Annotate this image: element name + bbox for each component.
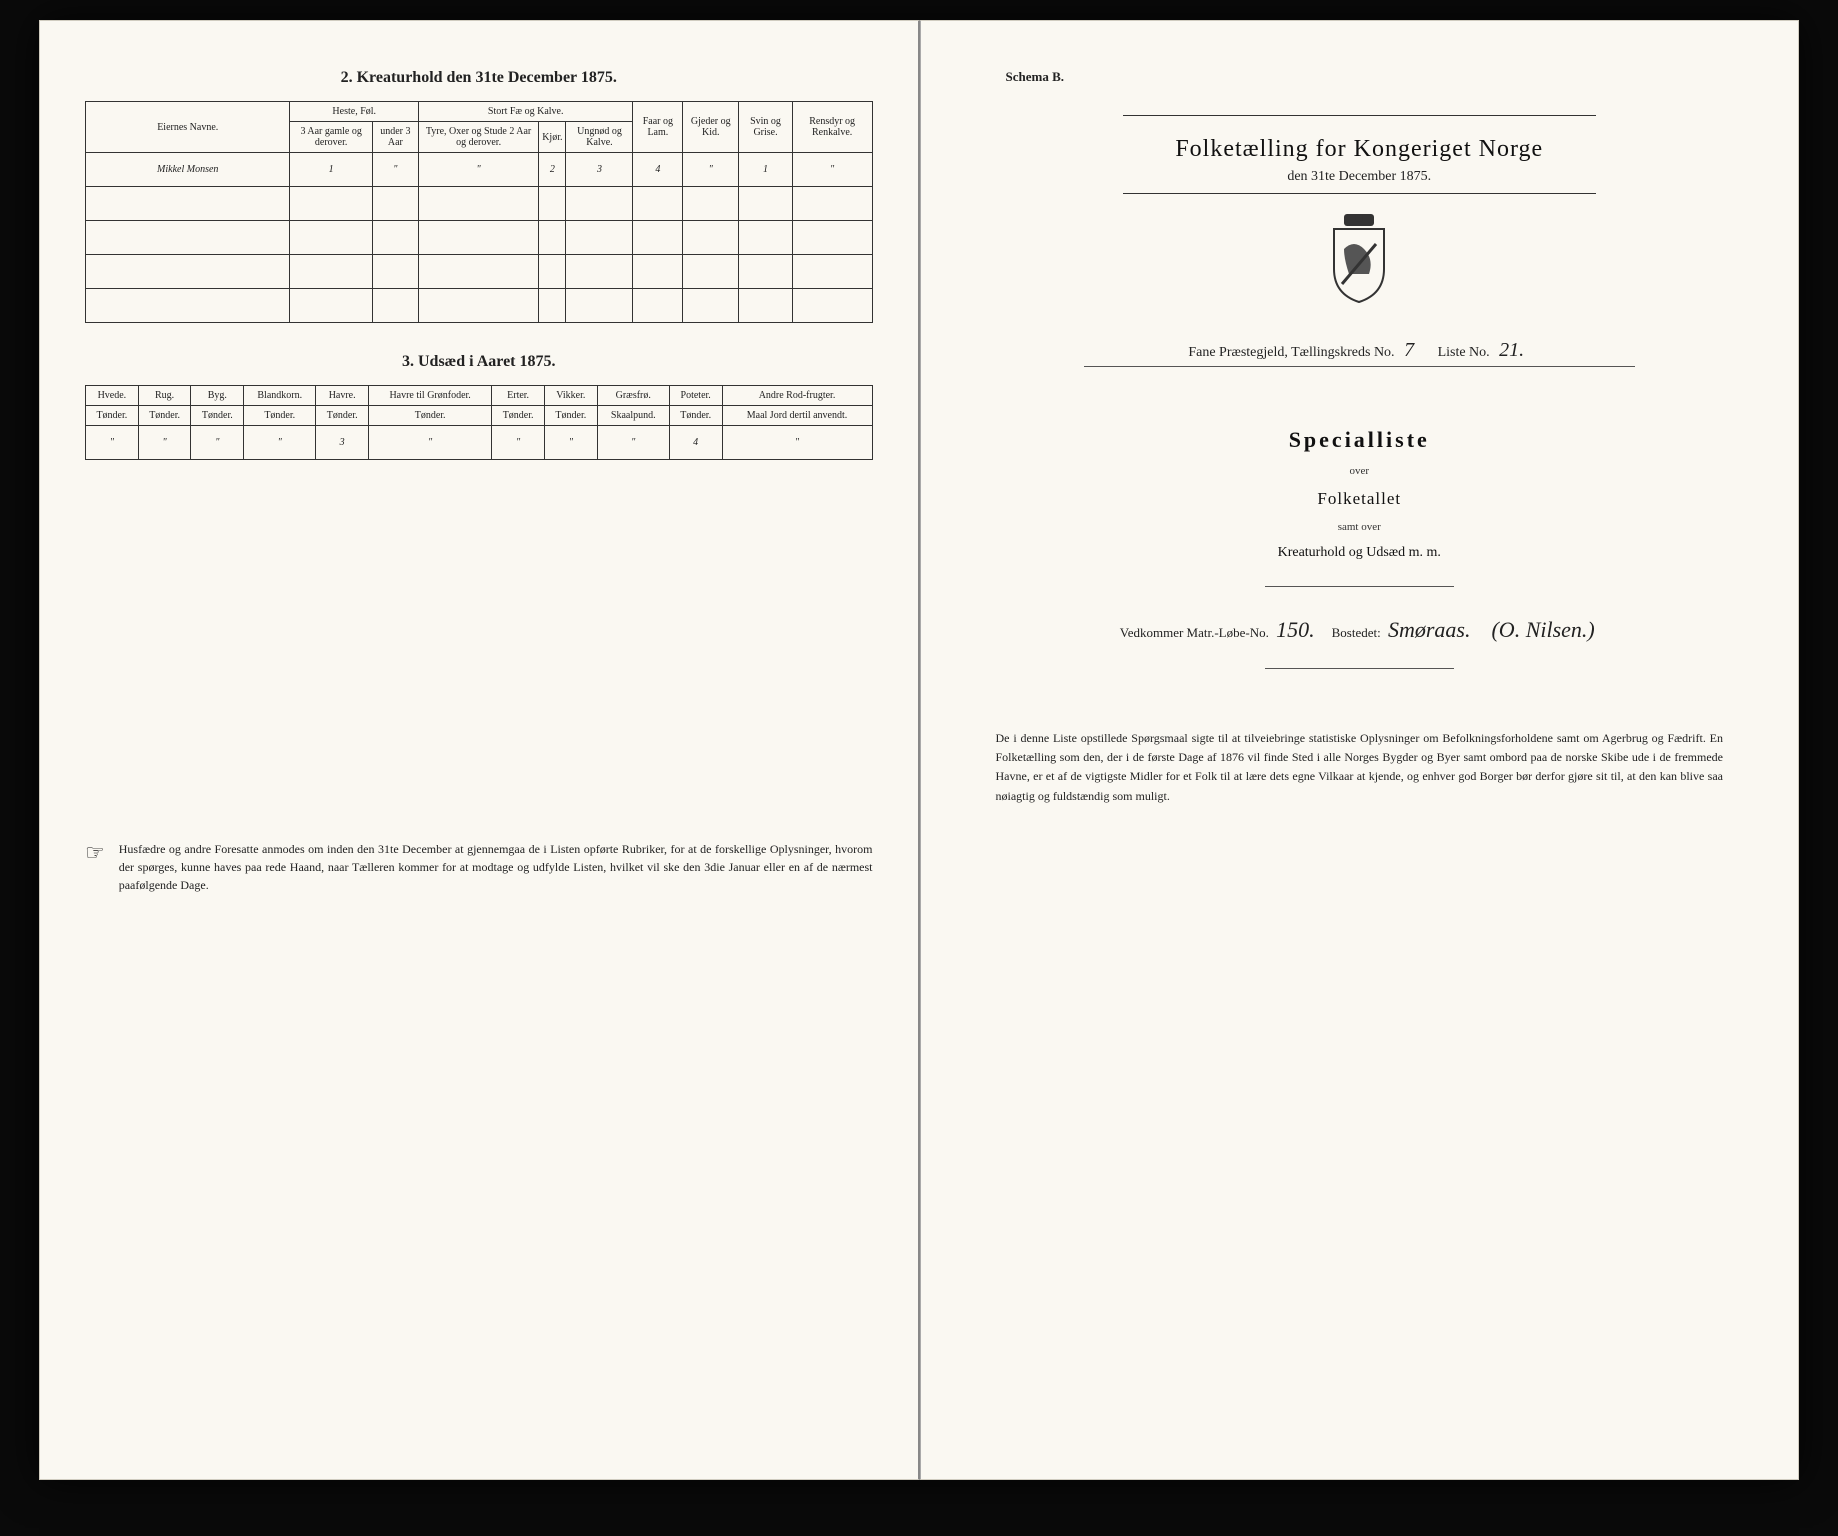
cell: " [492,426,545,460]
cell-name: Mikkel Monsen [86,153,290,187]
vedkommer-prefix: Vedkommer Matr.-Løbe-No. [1120,625,1269,640]
coat-of-arms-icon [966,214,1754,309]
th-stort: Stort Fæ og Kalve. [418,102,632,122]
cell: 2 [539,153,566,187]
th-svin: Svin og Grise. [739,102,793,153]
specialliste-heading: Specialliste [966,427,1754,453]
th-havre: Havre. [316,386,369,406]
signature: (O. Nilsen.) [1491,617,1594,642]
matr-number: 150. [1276,617,1315,642]
th-erter: Erter. [492,386,545,406]
right-page: Schema B. Folketælling for Kongeriget No… [920,20,1800,1480]
section2-title: 2. Kreaturhold den 31te December 1875. [85,69,873,87]
kreds-number: 7 [1404,339,1414,361]
th-unit: Tønder. [369,406,492,426]
th-rensdyr: Rensdyr og Renkalve. [792,102,872,153]
th-heste: Heste, Føl. [290,102,418,122]
table-row [86,255,873,289]
pointing-hand-icon: ☞ [85,840,105,866]
table-row: Mikkel Monsen 1 " " 2 3 4 " 1 " [86,153,873,187]
over-label: over [966,465,1754,477]
th-unit: Tønder. [86,406,139,426]
kreaturhold-heading: Kreaturhold og Udsæd m. m. [966,545,1754,561]
vedkommer-line: Vedkommer Matr.-Løbe-No. 150. Bostedet: … [966,617,1754,643]
section3-title: 3. Udsæd i Aaret 1875. [85,353,873,371]
kreds-info-line: Fane Præstegjeld, Tællingskreds No. 7 Li… [1084,339,1635,367]
th-unit-skaal: Skaalpund. [597,406,669,426]
cell: 3 [566,153,633,187]
table-row: " " " " 3 " " " " 4 " [86,426,873,460]
th-byg: Byg. [191,386,244,406]
th-graesfro: Græsfrø. [597,386,669,406]
footnote: ☞ Husfædre og andre Foresatte anmodes om… [85,840,873,894]
cell: " [792,153,872,187]
th-hvede: Hvede. [86,386,139,406]
rule [1123,193,1596,194]
th-blandkorn: Blandkorn. [244,386,316,406]
census-date: den 31te December 1875. [966,169,1754,185]
th-unit: Tønder. [669,406,722,426]
cell: 1 [739,153,793,187]
th-rug: Rug. [138,386,191,406]
liste-number: 21. [1499,339,1524,361]
th-unit: Tønder. [316,406,369,426]
th-stort-sub1: Tyre, Oxer og Stude 2 Aar og derover. [418,122,538,153]
th-stort-sub3: Ungnød og Kalve. [566,122,633,153]
th-heste-sub1: 3 Aar gamle og derover. [290,122,372,153]
samt-over-label: samt over [966,521,1754,533]
kreaturhold-table: Eiernes Navne. Heste, Føl. Stort Fæ og K… [85,101,873,323]
info-prefix: Fane Præstegjeld, Tællingskreds No. [1188,345,1394,360]
th-unit-maal: Maal Jord dertil anvendt. [722,406,872,426]
th-faar: Faar og Lam. [633,102,683,153]
rule [1265,668,1454,669]
cell: 1 [290,153,372,187]
table-row [86,221,873,255]
cell: " [138,426,191,460]
cell: " [244,426,316,460]
th-name: Eiernes Navne. [86,102,290,153]
cell: 4 [669,426,722,460]
bostedet-value: Smøraas. [1388,617,1471,642]
th-unit: Tønder. [492,406,545,426]
th-unit: Tønder. [138,406,191,426]
instructions-paragraph: De i denne Liste opstillede Spørgsmaal s… [996,729,1724,806]
th-vikker: Vikker. [544,386,597,406]
footnote-text: Husfædre og andre Foresatte anmodes om i… [119,840,873,894]
th-poteter: Poteter. [669,386,722,406]
th-havre-gron: Havre til Grønfoder. [369,386,492,406]
left-page: 2. Kreaturhold den 31te December 1875. E… [39,20,920,1480]
cell: 4 [633,153,683,187]
cell: " [191,426,244,460]
document-spread: 2. Kreaturhold den 31te December 1875. E… [39,20,1799,1480]
folketallet-heading: Folketallet [966,489,1754,509]
rule [1123,115,1596,116]
bostedet-label: Bostedet: [1332,625,1381,640]
cell: " [544,426,597,460]
th-unit: Tønder. [244,406,316,426]
th-andre: Andre Rod-frugter. [722,386,872,406]
table-row [86,289,873,323]
table-row [86,187,873,221]
cell: " [369,426,492,460]
th-gjeder: Gjeder og Kid. [683,102,739,153]
th-unit: Tønder. [191,406,244,426]
cell: " [418,153,538,187]
cell: " [597,426,669,460]
cell: " [372,153,418,187]
cell: 3 [316,426,369,460]
cell: " [683,153,739,187]
rule [1265,586,1454,587]
census-title: Folketælling for Kongeriget Norge [966,136,1754,163]
udsaed-table: Hvede. Rug. Byg. Blandkorn. Havre. Havre… [85,385,873,460]
liste-label: Liste No. [1438,345,1490,360]
th-stort-sub2: Kjør. [539,122,566,153]
cell: " [722,426,872,460]
th-heste-sub2: under 3 Aar [372,122,418,153]
schema-label: Schema B. [1006,69,1754,85]
cell: " [86,426,139,460]
th-unit: Tønder. [544,406,597,426]
